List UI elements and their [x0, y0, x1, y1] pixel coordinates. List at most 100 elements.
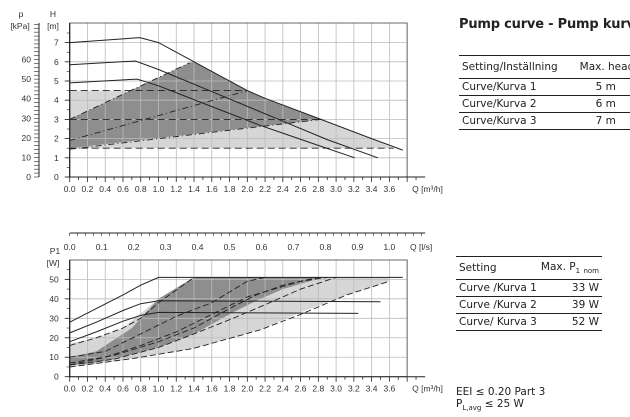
p1-axis-label: P1: [50, 246, 61, 256]
dashed-power-curve: [69, 276, 337, 366]
y-tick-label: 20: [49, 333, 59, 343]
ls-tick-label: 0.7: [288, 242, 300, 252]
dark-operating-region: [69, 277, 323, 365]
page-title: Pump curve - Pump kurva: [459, 17, 630, 32]
curve-1: [69, 311, 359, 343]
table-row: Curve /Kurva 1 33 W: [456, 279, 602, 297]
dashed-power-curve: [69, 276, 266, 358]
pl-sub: L,avg: [462, 404, 482, 413]
header-setting: Setting: [456, 256, 538, 280]
pl-p: P: [456, 398, 463, 410]
y-tick-label: 5: [54, 76, 59, 86]
x-tick-label: 2.8: [312, 384, 324, 394]
x-tick-label: 1.6: [206, 184, 218, 194]
y-tick-label: 4: [54, 95, 59, 105]
head-chart: 0.0 0.2 0.4 0.6 0.8 1.0 1.2 1.4 1.6 1.8 2.0 2.2 2.4 2…: [10, 9, 443, 194]
x-tick-label: 1.2: [170, 384, 182, 394]
x-tick-label: 0.6: [117, 384, 129, 394]
table-row: Curve/Kurva 1 5 m: [459, 78, 630, 96]
y-tick-label: 0: [54, 372, 59, 382]
value-cell: 52 W: [537, 313, 602, 331]
y-tick-label: 0: [54, 172, 59, 182]
dashed-power-curve: [69, 276, 319, 364]
setting-cell: Curve /Kurva 1: [456, 279, 538, 297]
curve-1: [69, 78, 355, 159]
x-tick-label: 2.4: [277, 384, 289, 394]
p-tick-label: 10: [22, 152, 32, 162]
p-axis-label: p: [19, 9, 24, 19]
x-tick-label: 0.2: [82, 184, 94, 194]
power-chart: 0.0 0.2 0.4 0.6 0.8 1.0 1.2 1.4 1.6 1.8 2.0 2.2 2.4 2…: [47, 232, 443, 394]
x-tick-label: 2.6: [295, 184, 307, 194]
y-tick-label: 10: [49, 352, 59, 362]
ls-tick-label: 0.4: [192, 242, 204, 252]
y-tick-label: 40: [49, 294, 59, 304]
x-tick-label: 1.8: [224, 384, 236, 394]
setting-cell: Curve/Kurva 2: [459, 95, 558, 113]
ls-tick-label: 0.5: [224, 242, 236, 252]
dashed-power-curve: [69, 280, 390, 368]
x-tick-label: 3.6: [383, 184, 395, 194]
setting-cell: Curve/Kurva 1: [459, 78, 558, 96]
p-tick-label: 40: [22, 94, 32, 104]
x-tick-label: 1.4: [188, 384, 200, 394]
x-tick-label: 0.4: [99, 384, 111, 394]
h-axis-unit: [m]: [47, 21, 59, 31]
x-tick-label: 2.6: [295, 384, 307, 394]
y-tick-label: 1: [54, 153, 59, 163]
x-tick-label: 2.2: [259, 384, 271, 394]
y-tick-label: 3: [54, 114, 59, 124]
x-axis-label: Q [m³/h]: [412, 384, 443, 394]
value-cell: 7 m: [557, 112, 630, 130]
h-axis-label: H: [50, 9, 56, 19]
x-axis-label: Q [m³/h]: [412, 184, 443, 194]
x-tick-label: 3.2: [348, 184, 360, 194]
ls-tick-label: 0.8: [320, 242, 332, 252]
ls-tick-label: 0.1: [96, 242, 108, 252]
x-tick-label: 3.4: [366, 384, 378, 394]
x-tick-label: 2.0: [241, 384, 253, 394]
header-sub1: 1: [575, 267, 581, 276]
proportional-pressure-line: [69, 62, 190, 120]
p-tick-label: 50: [22, 74, 32, 84]
table-header-row: Setting Max. P1 nom: [456, 256, 602, 280]
eei-line: EEI ≤ 0.20 Part 3: [456, 386, 546, 398]
x-tick-label: 1.0: [153, 184, 165, 194]
curve-2: [69, 300, 381, 334]
proportional-pressure-line: [69, 90, 248, 141]
header-max-label: Max. P: [540, 260, 576, 273]
header-setting: Setting/Inställning: [459, 55, 558, 79]
p-tick-label: 30: [22, 113, 32, 123]
x-tick-label: 1.6: [206, 384, 218, 394]
header-max-power: Max. P1 nom: [537, 256, 602, 280]
y-tick-label: 7: [54, 38, 59, 48]
dashed-power-curve: [69, 277, 195, 346]
x-tick-label: 0.0: [64, 184, 76, 194]
proportional-pressure-line: [69, 118, 322, 150]
pl-avg-line: PL,avg ≤ 25 W: [456, 398, 545, 414]
setting-cell: Curve/ Kurva 3: [456, 313, 538, 331]
y-tick-label: 6: [54, 57, 59, 67]
x-tick-label: 3.6: [383, 384, 395, 394]
p-axis-unit: [kPa]: [10, 21, 29, 31]
value-cell: 39 W: [537, 296, 602, 314]
ls-tick-label: 1.0: [383, 242, 395, 252]
y-tick-label: 50: [49, 274, 59, 284]
x-tick-label: 0.2: [82, 384, 94, 394]
x-tick-label: 1.4: [188, 184, 200, 194]
ls-axis-label: Q [l/s]: [410, 242, 432, 252]
table-row: Curve /Kurva 2 39 W: [456, 296, 602, 314]
ls-tick-label: 0.3: [160, 242, 172, 252]
ls-tick-label: 0.6: [256, 242, 268, 252]
curve-2: [69, 60, 378, 159]
x-tick-label: 3.0: [330, 384, 342, 394]
p-tick-label: 20: [22, 133, 32, 143]
table-row: Curve/ Kurva 3 52 W: [456, 313, 602, 331]
x-tick-label: 3.0: [330, 184, 342, 194]
x-tick-label: 1.0: [153, 384, 165, 394]
x-tick-label: 2.8: [312, 184, 324, 194]
ls-tick-label: 0.9: [351, 242, 363, 252]
curve-3: [69, 276, 403, 323]
x-tick-label: 0.8: [135, 384, 147, 394]
